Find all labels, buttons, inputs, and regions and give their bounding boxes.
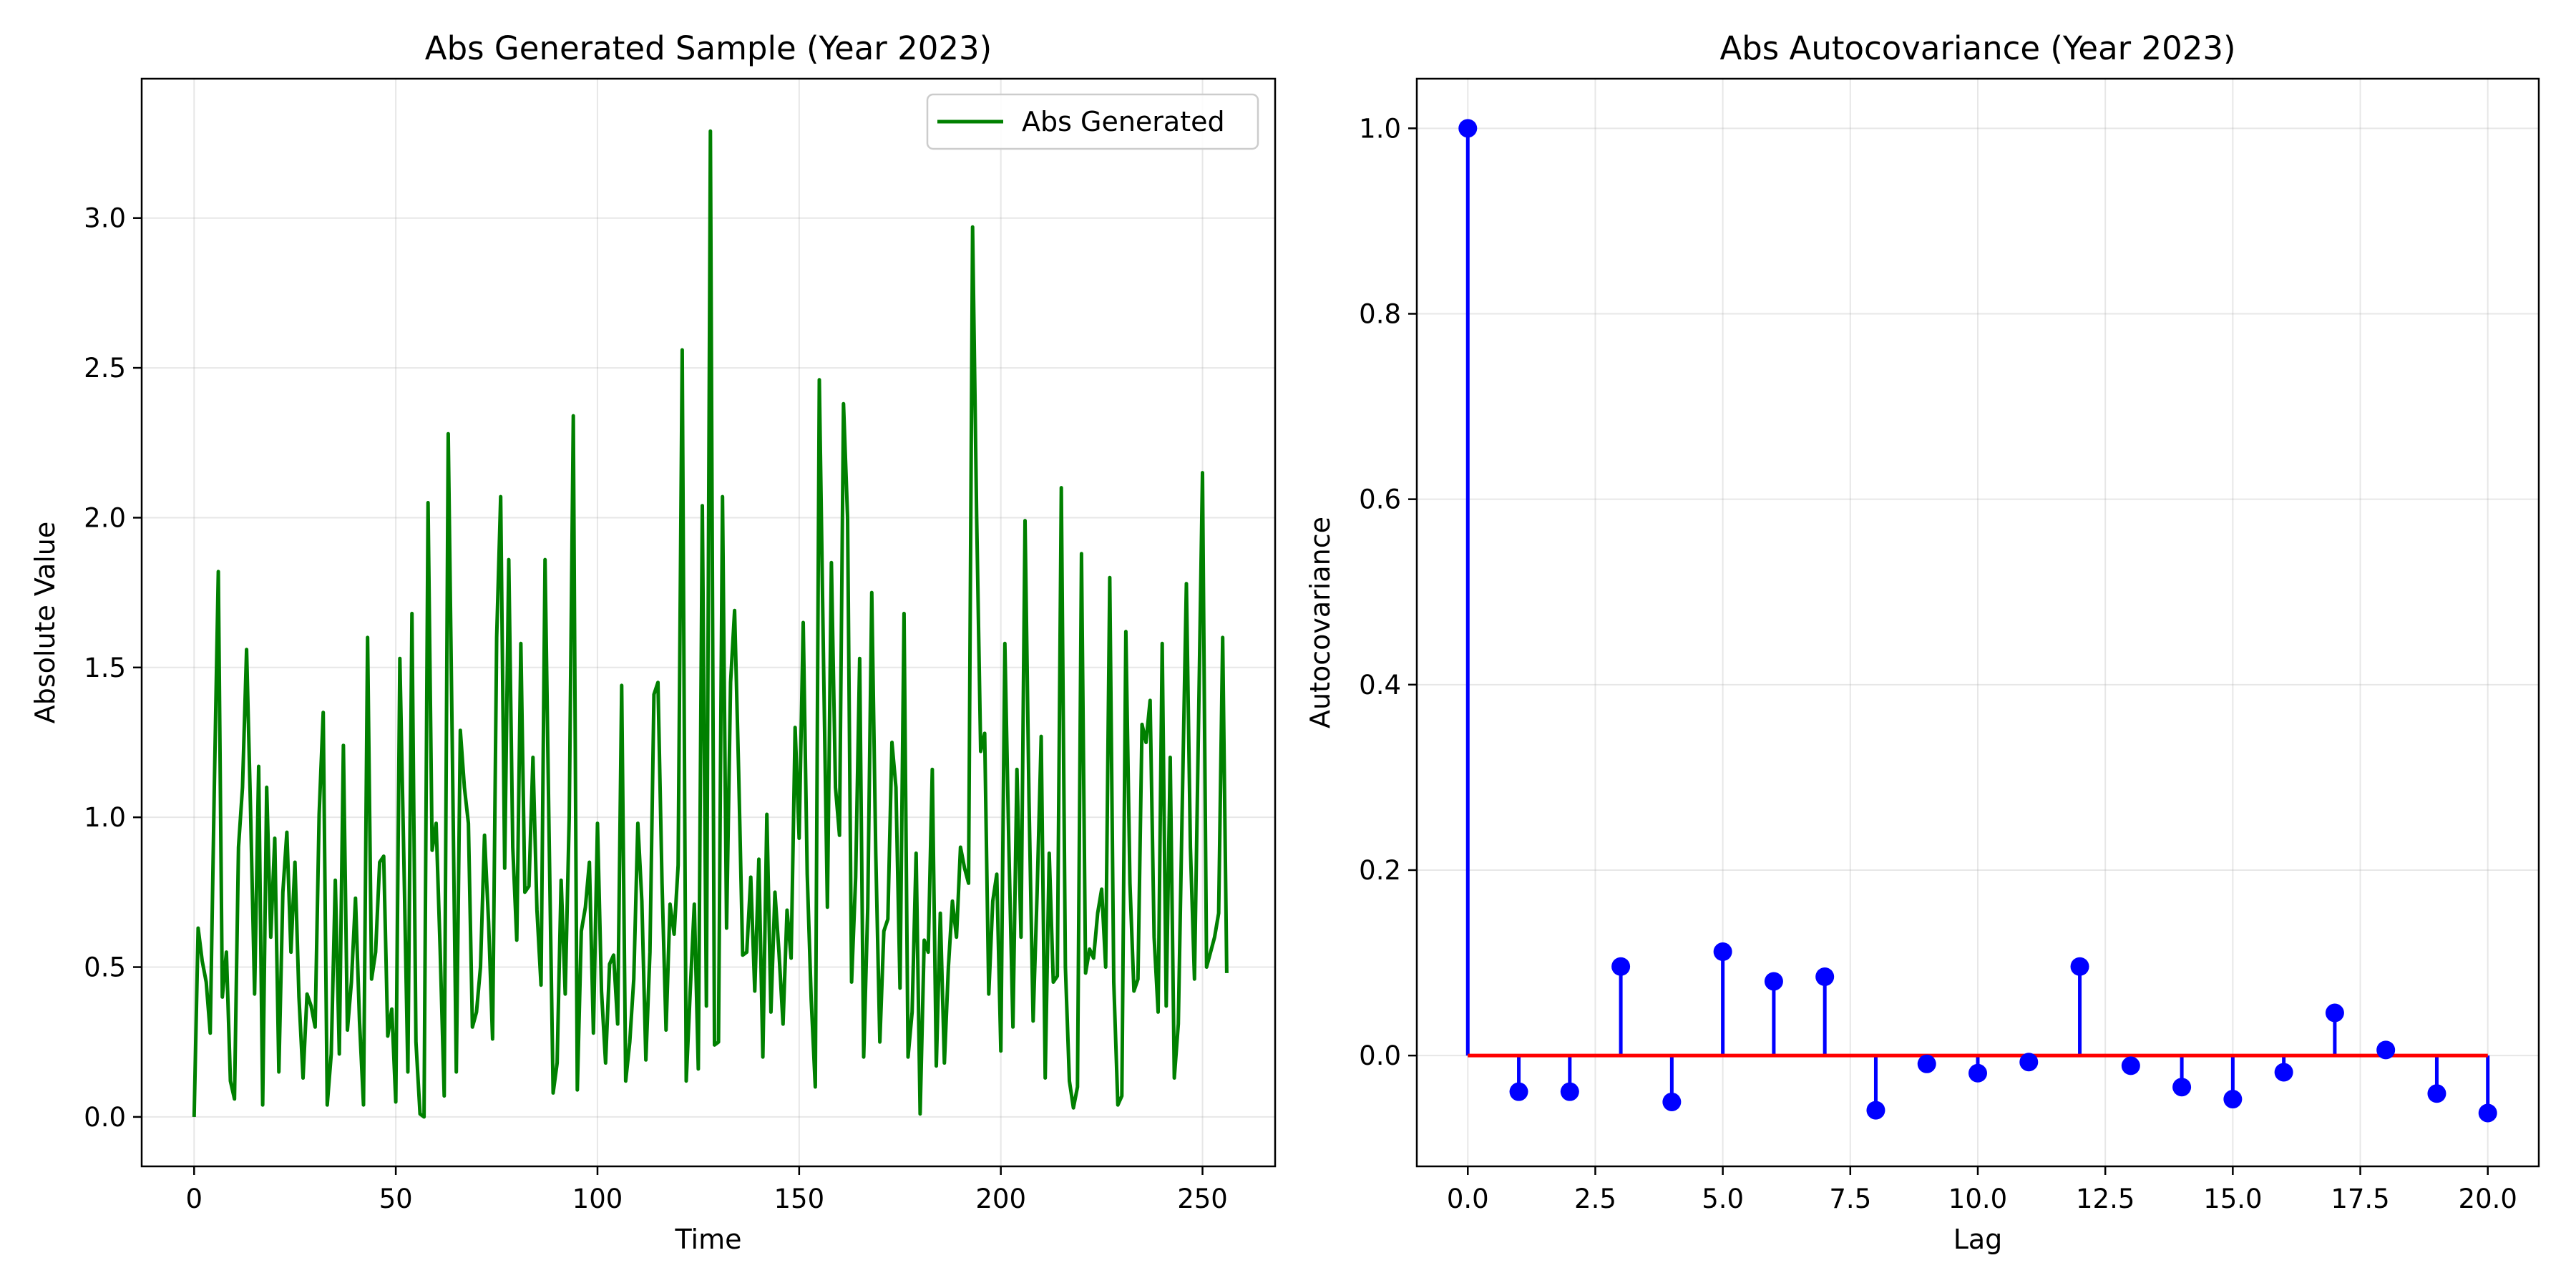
- stem-chart-y-tick-label: 0.6: [1359, 484, 1401, 515]
- stem-marker: [2427, 1084, 2446, 1103]
- stem-marker: [1917, 1054, 1936, 1073]
- stem-chart-plot-frame: [1415, 77, 2540, 1168]
- stem-chart-y-ticks: 0.0 0.2 0.4 0.6 0.8 1.0: [1359, 113, 1417, 1071]
- stem-chart-y-axis-label: Autocovariance: [1304, 517, 1336, 728]
- stem-marker: [2172, 1078, 2192, 1097]
- line-chart-y-tick-label: 2.5: [84, 353, 126, 384]
- stem-marker: [1866, 1101, 1885, 1120]
- line-chart-y-tick-label: 1.0: [84, 802, 126, 833]
- stem-marker: [2478, 1103, 2497, 1123]
- line-chart-x-tick-label: 150: [774, 1184, 825, 1214]
- line-chart-y-tick-label: 2.0: [84, 502, 126, 533]
- stem-marker: [2325, 1003, 2344, 1023]
- stem-marker: [2019, 1053, 2039, 1072]
- stem-chart-title: Abs Autocovariance (Year 2023): [1719, 29, 2235, 67]
- stem-chart-x-ticks: 0.0 2.5 5.0 7.5 10.0 12.5 15.0 17.5 20.0: [1447, 1166, 2517, 1214]
- line-chart-y-axis-label: Absolute Value: [29, 522, 61, 724]
- stem-marker: [2121, 1056, 2140, 1075]
- stem-chart-x-axis-label: Lag: [1953, 1224, 2003, 1255]
- stem-marker: [1509, 1082, 1528, 1101]
- stem-marker: [2223, 1090, 2243, 1109]
- stem-chart-y-tick-label: 0.2: [1359, 855, 1401, 886]
- line-chart-plot-frame: [140, 77, 1277, 1168]
- line-chart-legend: Abs Generated: [926, 93, 1259, 150]
- stem-chart-x-tick-label: 12.5: [2076, 1184, 2135, 1214]
- line-chart-x-tick-label: 250: [1177, 1184, 1228, 1214]
- stem-chart-x-tick-label: 15.0: [2203, 1184, 2262, 1214]
- stem-chart-x-tick-label: 10.0: [1948, 1184, 2007, 1214]
- stem-marker: [1968, 1063, 1987, 1083]
- stem-chart-panel: Abs Autocovariance (Year 2023) 0.0 2.5 5.0…: [1304, 29, 2540, 1255]
- stem-chart-y-tick-label: 0.4: [1359, 670, 1401, 701]
- stem-marker: [1611, 957, 1631, 976]
- line-chart-y-tick-label: 1.5: [84, 653, 126, 683]
- stem-marker: [1764, 972, 1783, 991]
- stem-marker: [1815, 967, 1835, 987]
- line-chart-x-tick-label: 0: [186, 1184, 203, 1214]
- stem-marker: [1662, 1092, 1682, 1111]
- line-chart-x-tick-label: 200: [975, 1184, 1026, 1214]
- stem-chart-y-tick-label: 0.8: [1359, 298, 1401, 329]
- legend-label-abs-generated: Abs Generated: [1022, 106, 1225, 137]
- line-chart-x-ticks: 0 50 100 150 200 250: [186, 1166, 1228, 1214]
- stem-marker: [2274, 1063, 2293, 1082]
- line-chart-x-tick-label: 50: [379, 1184, 413, 1214]
- line-chart-y-tick-label: 3.0: [84, 203, 126, 234]
- stem-chart-y-tick-label: 1.0: [1359, 113, 1401, 144]
- stem-marker: [2376, 1040, 2396, 1060]
- line-chart-y-tick-label: 0.5: [84, 952, 126, 983]
- line-chart-y-ticks: 0.0 0.5 1.0 1.5 2.0 2.5 3.0: [84, 203, 142, 1133]
- stem-chart-x-tick-label: 5.0: [1702, 1184, 1744, 1214]
- stem-marker: [1713, 942, 1732, 962]
- legend-box: [926, 93, 1259, 150]
- line-chart-y-tick-label: 0.0: [84, 1102, 126, 1133]
- line-series-abs-generated: [192, 129, 1229, 1119]
- stem-chart-x-tick-label: 2.5: [1574, 1184, 1616, 1214]
- stem-chart-x-tick-label: 0.0: [1447, 1184, 1489, 1214]
- stem-chart-x-tick-label: 7.5: [1829, 1184, 1871, 1214]
- line-chart-x-tick-label: 100: [572, 1184, 623, 1214]
- stem-marker: [1458, 119, 1478, 138]
- line-chart-panel: Abs Generated Sample (Year 2023) 0 50 100 1…: [29, 29, 1277, 1255]
- stem-chart-y-tick-label: 0.0: [1359, 1040, 1401, 1071]
- stem-marker: [1560, 1082, 1579, 1101]
- stem-chart-x-tick-label: 20.0: [2459, 1184, 2517, 1214]
- line-chart-title: Abs Generated Sample (Year 2023): [425, 29, 992, 67]
- line-chart-x-axis-label: Time: [675, 1224, 742, 1255]
- stem-chart-x-tick-label: 17.5: [2331, 1184, 2389, 1214]
- stem-markers: [1458, 119, 2497, 1123]
- stem-marker: [2070, 957, 2089, 976]
